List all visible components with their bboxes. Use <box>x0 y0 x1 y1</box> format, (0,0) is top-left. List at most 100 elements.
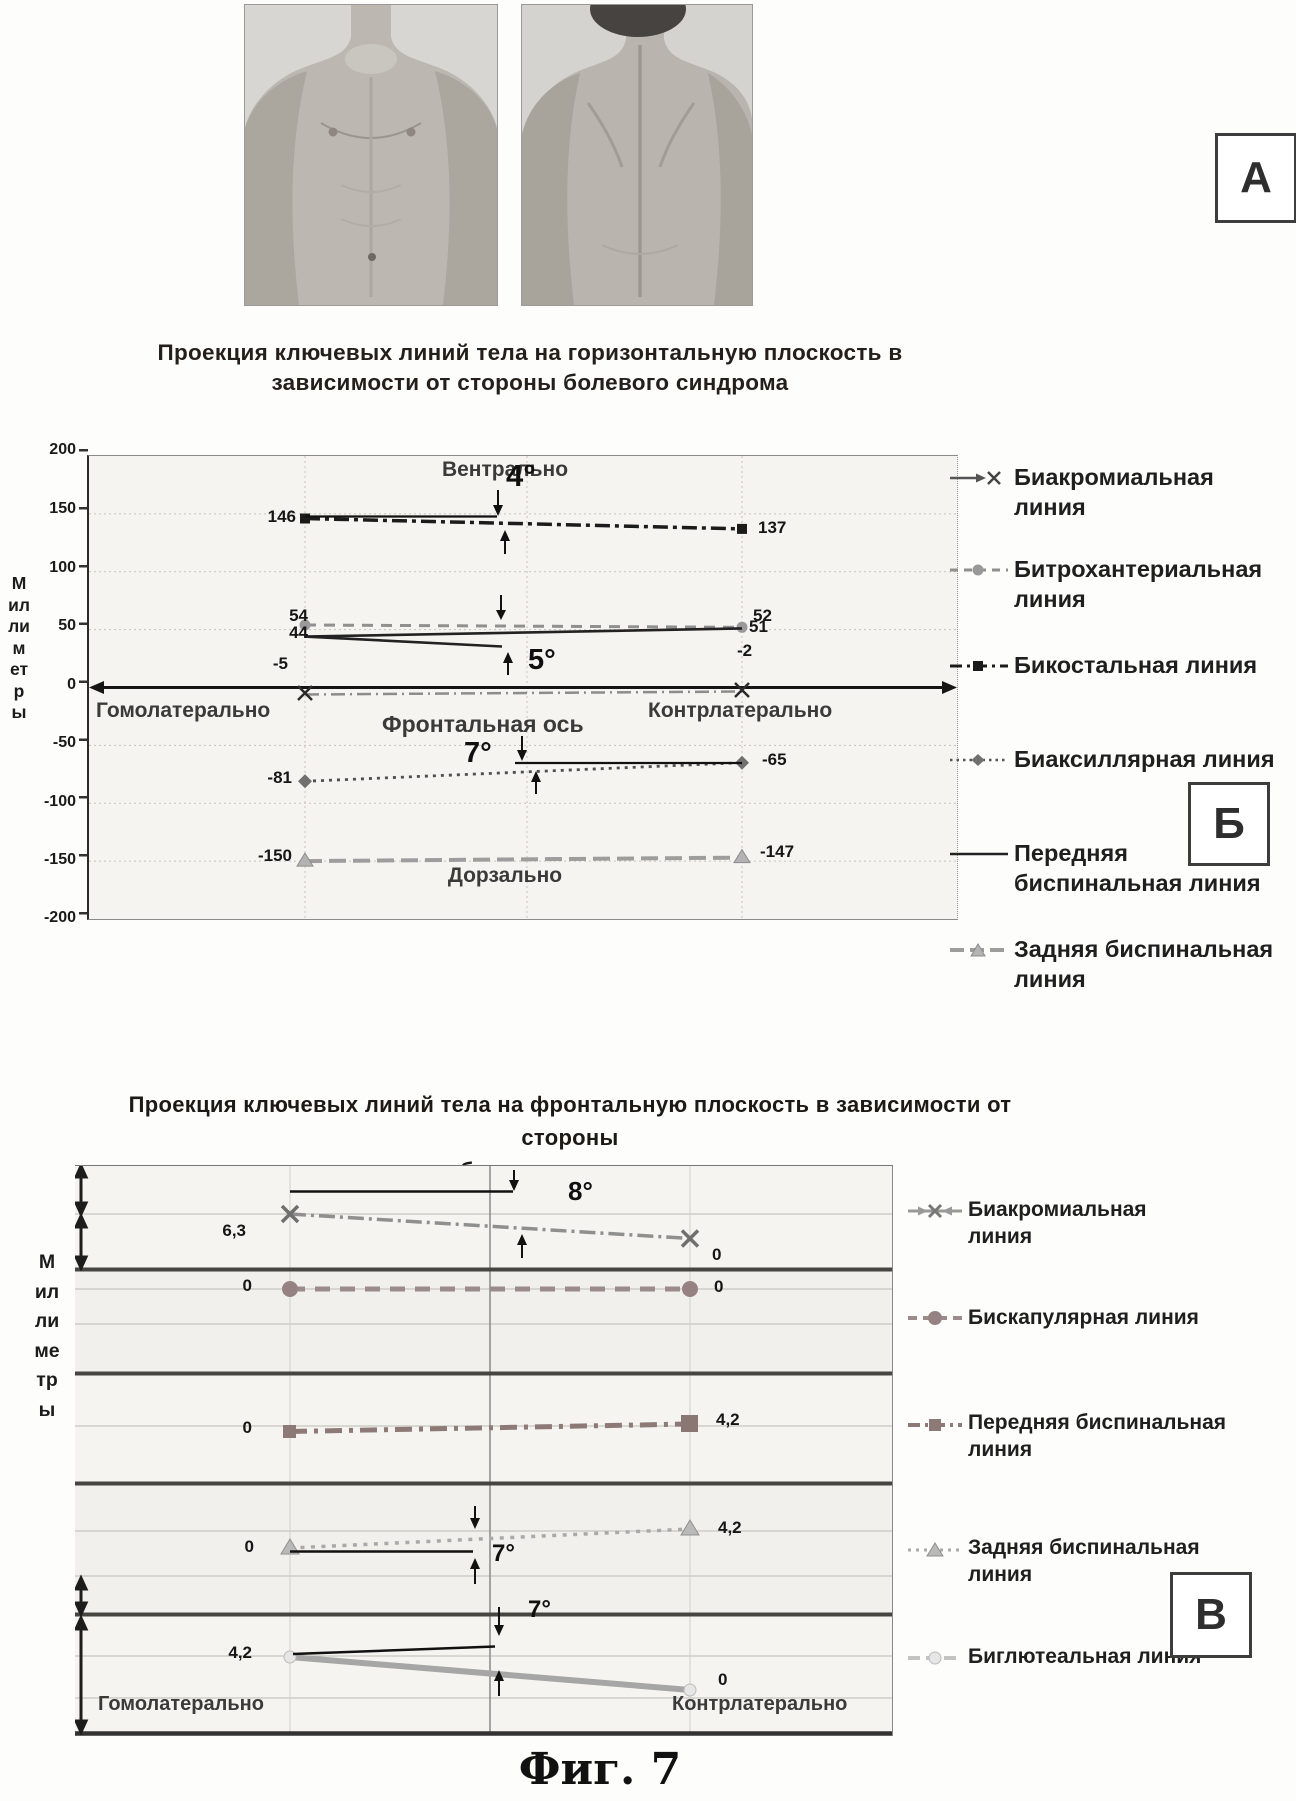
chart-b-ytick-150: 150 <box>49 500 76 517</box>
legend-b-label-posterior: Задняя биспинальная линия <box>1014 936 1274 992</box>
chart-v-series-canvas <box>75 1166 892 1736</box>
legend-b-label-biaxillary: Биаксиллярная линия <box>1014 746 1275 772</box>
series-posterior-bispinal <box>296 848 751 867</box>
legend-b-item-bicostal: Бикостальная линия <box>1014 650 1276 680</box>
axis-homolateral-label-v: Гомолатерально <box>98 1693 264 1715</box>
range-arrow-band1 <box>75 1166 89 1272</box>
legend-b-item-biacromial: Биакромиальная линия <box>1014 462 1276 522</box>
chart-b-ytick-n100: -100 <box>43 793 76 810</box>
value-anterior-right: 51 <box>749 617 768 636</box>
legend-v-marker-biacromial <box>908 1203 962 1224</box>
value-biacromial-left: -5 <box>272 654 288 673</box>
chart-v-band-fills <box>75 1166 892 1736</box>
value-v-posterior-left: 0 <box>244 1537 254 1556</box>
frontal-axis-line <box>89 681 957 694</box>
value-v-biacromial-right: 0 <box>712 1245 722 1264</box>
back-torso-photo <box>521 4 753 306</box>
series-v-posterior-bispinal <box>280 1506 700 1584</box>
chart-v-gridlines <box>75 1166 892 1733</box>
chart-b-ytick-50: 50 <box>58 617 76 634</box>
legend-v-marker-bigluteal <box>908 1650 962 1671</box>
panel-label-a: А <box>1215 133 1296 223</box>
chart-v-title-line1: Проекция ключевых линий тела на фронталь… <box>128 1092 1012 1150</box>
chart-b-y-axis-label: Миллиметры <box>8 573 30 722</box>
legend-b-label-bicostal: Бикостальная линия <box>1014 652 1258 678</box>
figure-caption: Фиг. 7 <box>518 1744 682 1795</box>
value-bicostal-left: 146 <box>267 507 296 526</box>
legend-v-label-biacromial: Биакромиальная линия <box>968 1198 1147 1248</box>
value-v-biscapular-left: 0 <box>242 1276 252 1295</box>
front-torso-illustration <box>245 5 497 305</box>
front-torso-photo <box>244 4 498 306</box>
chart-v-y-axis-label: Миллиметры <box>34 1251 60 1421</box>
value-v-bigluteal-right: 0 <box>718 1670 728 1689</box>
range-arrow-band5 <box>75 1574 89 1736</box>
axis-homolateral-label-b: Гомолатерально <box>96 699 271 722</box>
chart-v-plot-area <box>75 1165 893 1736</box>
legend-b-item-posterior: Задняя биспинальная линия <box>1014 934 1276 994</box>
back-torso-illustration <box>522 5 752 305</box>
chart-b-title-line2: зависимости от стороны болевого синдрома <box>271 370 789 395</box>
legend-v-marker-anterior <box>908 1416 962 1439</box>
value-v-posterior-right: 4,2 <box>718 1518 742 1537</box>
panel-label-b: Б <box>1188 782 1270 866</box>
legend-v-item-bigluteal: Биглютеальная линия <box>968 1643 1288 1670</box>
series-v-biscapular <box>282 1281 698 1297</box>
axis-contralateral-label-v: Контрлатерально <box>672 1693 848 1715</box>
value-v-biacromial-left: 6,3 <box>222 1221 246 1240</box>
value-v-biscapular-right: 0 <box>714 1277 724 1296</box>
value-bitrochanterial-right: 52 <box>753 606 772 625</box>
angle-biaxillary-label: 7° <box>464 737 492 769</box>
angle-v-bigluteal-label: 7° <box>528 1596 551 1623</box>
chart-b-ytick-n150: -150 <box>43 851 76 868</box>
value-anterior-left: 44 <box>289 623 308 642</box>
series-bitrochanterial <box>299 619 748 633</box>
legend-b-marker-bicostal <box>950 658 1008 679</box>
value-posterior-left: -150 <box>257 846 292 865</box>
chart-b-plot-area <box>87 455 958 920</box>
chart-v-band-separators <box>75 1267 892 1736</box>
value-biacromial-right: -2 <box>737 641 753 660</box>
value-biaxillary-left: -81 <box>267 768 292 787</box>
chart-b-title-line1: Проекция ключевых линий тела на горизонт… <box>157 340 903 365</box>
chart-b-ytick-n50: -50 <box>52 734 76 751</box>
legend-v-item-anterior: Передняя биспинальная линия <box>968 1409 1228 1463</box>
legend-b-item-biaxillary: Биаксиллярная линия <box>1014 744 1276 774</box>
chart-b-ytick-n200: -200 <box>43 909 76 926</box>
legend-v-label-posterior: Задняя биспинальная линия <box>968 1536 1200 1586</box>
legend-b-label-anterior: Передняя биспинальная линия <box>1014 840 1261 896</box>
series-biacromial <box>297 682 750 701</box>
series-biaxillary <box>298 736 749 794</box>
value-posterior-right: -147 <box>760 842 795 861</box>
angle-anterior-label: 5° <box>528 644 556 676</box>
legend-b-marker-posterior <box>950 942 1008 963</box>
chart-b-series-canvas <box>89 456 957 919</box>
legend-v-marker-biscapular <box>908 1309 962 1332</box>
legend-b-marker-biacromial <box>950 470 1008 491</box>
chart-b-axis-ticks <box>79 449 88 915</box>
series-anterior-bispinal <box>304 595 743 675</box>
angle-bicostal-label: 4° <box>506 458 536 493</box>
chart-b-ytick-0: 0 <box>67 676 76 693</box>
legend-v-item-biscapular: Бискапулярная линия <box>968 1304 1288 1331</box>
angle-v-biacromial-label: 8° <box>568 1176 593 1206</box>
region-dorsal-label: Дорзально <box>447 864 563 887</box>
legend-v-item-biacromial: Биакромиальная линия <box>968 1196 1208 1250</box>
value-v-anterior-right: 4,2 <box>716 1410 740 1429</box>
legend-v-label-anterior: Передняя биспинальная линия <box>968 1411 1227 1461</box>
region-ventral-label: Вентрально <box>441 458 569 481</box>
series-v-biacromial <box>280 1170 700 1258</box>
legend-b-label-biacromial: Биакромиальная линия <box>1014 464 1214 520</box>
legend-v-label-bigluteal: Биглютеальная линия <box>968 1645 1202 1668</box>
legend-b-marker-anterior <box>950 846 1008 867</box>
series-bicostal <box>300 490 747 554</box>
legend-b-label-bitrochanterial: Битрохантериальная линия <box>1014 556 1263 612</box>
legend-v-label-biscapular: Бискапулярная линия <box>968 1306 1199 1329</box>
chart-b-title: Проекция ключевых линий тела на горизонт… <box>110 338 950 398</box>
chart-b-ytick-200: 200 <box>49 441 76 458</box>
series-v-anterior-bispinal <box>283 1415 698 1438</box>
legend-b-item-anterior: Передняя биспинальная линия <box>1014 838 1276 898</box>
value-v-anterior-left: 0 <box>242 1418 252 1437</box>
series-v-bigluteal <box>283 1607 697 1697</box>
